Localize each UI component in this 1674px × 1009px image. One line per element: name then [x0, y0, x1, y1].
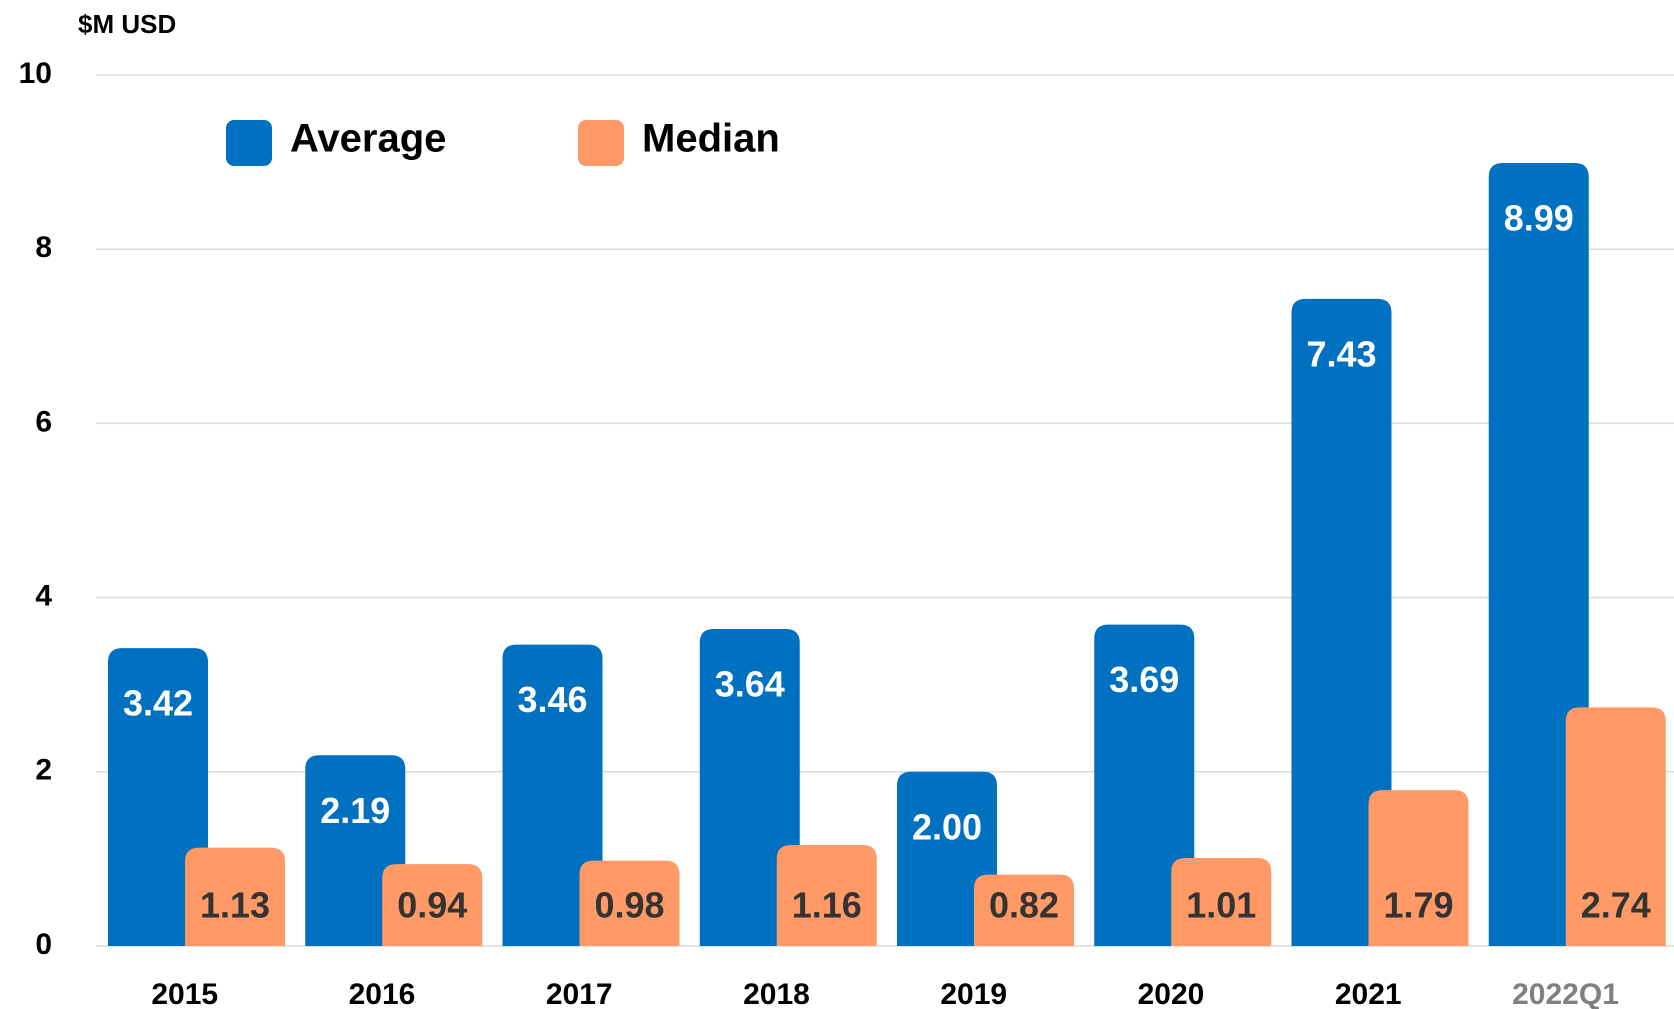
bar: [1565, 707, 1666, 946]
x-tick-label: 2021: [1335, 978, 1402, 1009]
data-label: 3.64: [715, 663, 785, 704]
data-label: 3.42: [123, 683, 193, 724]
bar: [897, 771, 997, 946]
data-label: 1.13: [200, 885, 270, 926]
bar: [1094, 624, 1195, 946]
y-tick-label: 10: [19, 57, 52, 90]
data-label: 2.00: [912, 806, 982, 847]
x-tick-label: 2016: [349, 978, 416, 1009]
y-axis-label: $M USD: [78, 9, 176, 39]
data-label: 1.16: [792, 885, 862, 926]
x-tick-label: 2017: [546, 978, 613, 1009]
data-label: 0.98: [594, 885, 664, 926]
data-label: 1.79: [1383, 885, 1453, 926]
bar: [1368, 790, 1469, 946]
bar: [579, 860, 680, 946]
bar: [776, 844, 877, 946]
x-tick-label: 2020: [1138, 978, 1205, 1009]
bar: [502, 644, 603, 946]
x-tick-label: 2015: [151, 978, 218, 1009]
bar: [699, 628, 800, 946]
bar: [1488, 162, 1589, 946]
x-tick-label: 2019: [940, 978, 1007, 1009]
data-label: 0.94: [397, 885, 467, 926]
bar: [1171, 858, 1272, 946]
legend-label: Median: [642, 117, 780, 161]
data-label: 1.01: [1186, 885, 1256, 926]
legend-swatch: [226, 120, 272, 166]
y-tick-label: 2: [35, 754, 52, 787]
data-label: 2.74: [1581, 885, 1651, 926]
bar: [305, 755, 406, 946]
data-label: 2.19: [320, 790, 390, 831]
x-tick-label: 2018: [743, 978, 810, 1009]
data-label: 3.46: [517, 679, 587, 720]
y-tick-label: 4: [35, 580, 52, 613]
data-label: 3.69: [1109, 659, 1179, 700]
legend-label: Average: [290, 117, 446, 161]
data-label: 8.99: [1504, 197, 1574, 238]
bar: [185, 847, 285, 946]
y-tick-label: 8: [35, 231, 52, 264]
y-tick-label: 6: [35, 405, 52, 438]
bar: [974, 874, 1074, 946]
y-tick-label: 0: [35, 928, 52, 961]
x-tick-label: 2022Q1: [1512, 978, 1619, 1009]
legend-swatch: [578, 120, 624, 166]
bar: [382, 864, 483, 946]
data-label: 0.82: [989, 885, 1059, 926]
data-label: 7.43: [1306, 333, 1376, 374]
bar: [108, 648, 208, 946]
bar: [1291, 298, 1392, 946]
